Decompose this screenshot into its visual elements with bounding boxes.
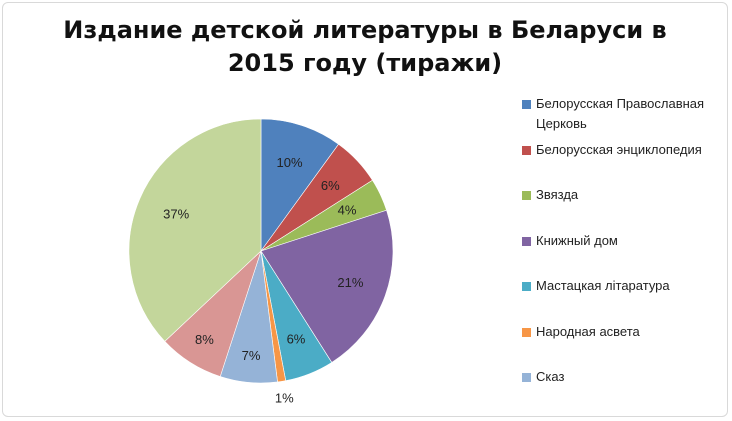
legend-label: Сказ — [536, 369, 565, 384]
legend-swatch — [522, 327, 531, 337]
legend-swatch — [522, 100, 531, 109]
legend-item: Белорусская Православная Церковь — [522, 94, 722, 140]
slice-data-label: 7% — [242, 348, 261, 363]
legend-swatch — [522, 236, 531, 246]
chart-title: Издание детской литературы в Беларуси в … — [63, 16, 667, 77]
legend-label: Народная асвета — [536, 323, 640, 339]
legend-item: Народная асвета — [522, 322, 722, 368]
legend-swatch — [522, 191, 531, 200]
legend-swatch — [522, 373, 531, 382]
chart-legend: Белорусская Православная Церковь Белорусс… — [522, 94, 722, 413]
legend-label: Белорусская энциклопедия — [536, 141, 702, 157]
legend-label: Белорусская Православная Церковь — [536, 96, 705, 131]
legend-label: Книжный дом — [536, 232, 618, 248]
slice-data-label: 6% — [287, 331, 306, 346]
slice-data-label: 4% — [338, 203, 357, 218]
pie-slice — [260, 118, 340, 252]
legend-item: Белорусская энциклопедия — [522, 140, 722, 186]
slice-data-label: 8% — [195, 332, 214, 347]
pie-slice — [128, 118, 262, 342]
legend-item: Звязда — [522, 185, 722, 231]
slice-data-label: 21% — [337, 275, 363, 290]
slice-data-label: 10% — [277, 155, 303, 170]
legend-item: Мастацкая літаратура — [522, 276, 722, 322]
legend-item: Книжный дом — [522, 231, 722, 277]
slice-data-label: 6% — [321, 178, 340, 193]
legend-item: Сказ — [522, 367, 722, 413]
slice-data-label: 1% — [275, 390, 294, 405]
legend-label: Мастацкая літаратура — [536, 278, 670, 293]
slice-data-label: 37% — [163, 206, 189, 221]
pie-slice — [260, 209, 394, 363]
legend-label: Звязда — [536, 187, 579, 202]
legend-swatch — [522, 282, 531, 291]
legend-swatch — [522, 145, 531, 155]
